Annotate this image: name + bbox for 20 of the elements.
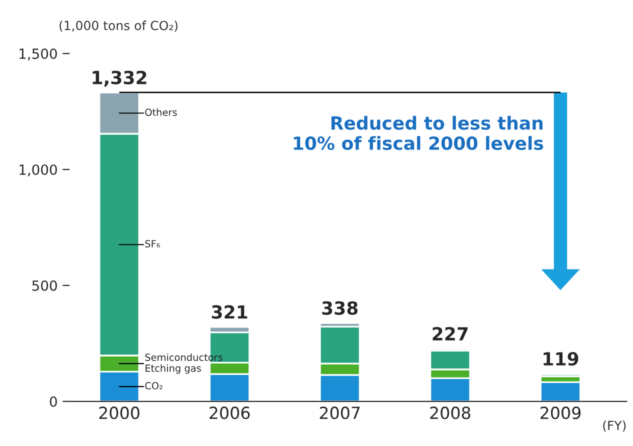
total-label: 1,332 [92, 70, 146, 87]
x-axis-title: (FY) [603, 420, 626, 432]
y-tick-label: 1,500 [20, 48, 57, 60]
y-tick-label: 0 [50, 396, 57, 407]
y-axis-title: (1,000 tons of CO₂) [60, 20, 178, 32]
annotation: Reduced to less than 10% of fiscal 2000 levels [294, 116, 544, 150]
series-label: CO₂ [145, 382, 162, 390]
x-tick-label: 2007 [320, 406, 360, 420]
y-tick-label: 1,000 [20, 164, 57, 176]
series-label: Others [145, 108, 177, 116]
x-tick-label: 2008 [430, 406, 470, 420]
y-tick-label: 500 [32, 280, 57, 291]
total-label: 119 [544, 352, 578, 366]
series-label: SF₆ [145, 240, 160, 248]
total-label: 321 [212, 305, 248, 319]
total-label: 227 [432, 326, 468, 340]
total-label: 338 [322, 301, 358, 315]
x-tick-label: 2006 [210, 406, 250, 420]
x-tick-label: 2000 [99, 406, 140, 420]
x-tick-label: 2009 [540, 406, 581, 420]
